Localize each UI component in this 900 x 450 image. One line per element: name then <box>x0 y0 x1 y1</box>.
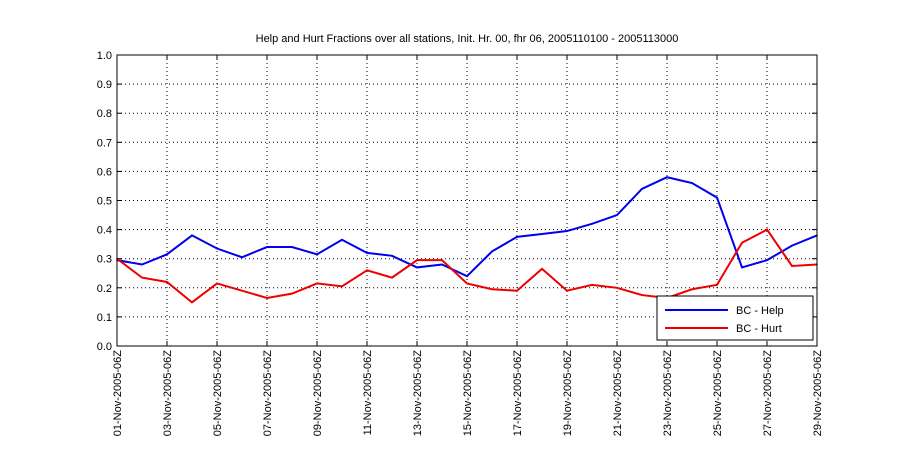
data-point <box>566 230 568 232</box>
y-tick-label: 0.1 <box>97 312 112 324</box>
data-point <box>691 288 693 291</box>
series-line-help <box>116 176 818 278</box>
data-point <box>741 266 743 269</box>
data-point <box>416 266 418 269</box>
data-point <box>391 254 393 257</box>
x-tick-label: 29-Nov-2005-06Z <box>812 350 824 436</box>
y-tick-label: 0.8 <box>97 108 112 120</box>
x-tick-label: 13-Nov-2005-06Z <box>412 350 424 436</box>
x-tick-label: 27-Nov-2005-06Z <box>762 350 774 436</box>
data-point <box>441 263 443 266</box>
x-tick-label: 17-Nov-2005-06Z <box>512 350 524 436</box>
data-point <box>766 228 768 231</box>
x-tick-label: 07-Nov-2005-06Z <box>262 350 274 436</box>
y-tick-label: 0.0 <box>97 341 112 353</box>
legend-label: BC - Hurt <box>736 323 782 335</box>
data-point <box>191 301 193 304</box>
data-point <box>591 284 593 286</box>
y-tick-label: 0.3 <box>97 254 112 266</box>
data-point <box>341 238 343 241</box>
x-tick-label: 21-Nov-2005-06Z <box>612 350 624 436</box>
data-point <box>616 287 618 289</box>
data-point <box>266 297 268 299</box>
data-point <box>141 263 143 266</box>
data-point <box>766 259 768 261</box>
y-tick-label: 0.2 <box>97 283 112 295</box>
data-point <box>191 234 193 237</box>
data-point <box>366 269 368 272</box>
data-point <box>591 222 593 225</box>
data-point <box>441 259 443 261</box>
data-point <box>616 214 618 216</box>
y-tick-label: 0.4 <box>97 225 112 237</box>
x-tick-label: 05-Nov-2005-06Z <box>212 350 224 436</box>
y-tick-label: 0.7 <box>97 137 112 149</box>
y-tick-label: 0.9 <box>97 79 112 91</box>
x-tick-label: 11-Nov-2005-06Z <box>362 350 374 436</box>
data-point <box>341 285 343 288</box>
data-point <box>166 281 168 283</box>
legend: BC - Help BC - Hurt <box>656 295 814 341</box>
x-tick-label: 23-Nov-2005-06Z <box>662 350 674 436</box>
data-point <box>291 246 293 248</box>
data-point <box>291 292 293 295</box>
y-tick-label: 1.0 <box>97 50 112 62</box>
x-tick-label: 09-Nov-2005-06Z <box>312 350 324 436</box>
data-point <box>216 247 218 250</box>
data-point <box>791 244 793 247</box>
data-point <box>741 241 743 244</box>
x-tick-label: 01-Nov-2005-06Z <box>112 350 124 436</box>
data-point <box>541 268 543 270</box>
data-point <box>316 253 318 256</box>
data-point <box>516 236 518 238</box>
x-tick-label: 03-Nov-2005-06Z <box>162 350 174 436</box>
legend-label: BC - Help <box>736 305 784 317</box>
data-point <box>416 259 418 261</box>
data-point <box>666 176 668 179</box>
data-point <box>466 282 468 285</box>
data-point <box>216 282 218 285</box>
data-point <box>491 288 493 291</box>
data-point <box>141 276 143 279</box>
data-point <box>466 275 468 277</box>
data-point <box>691 182 693 184</box>
y-tick-label: 0.5 <box>97 196 112 208</box>
data-point <box>516 289 518 292</box>
data-point <box>491 250 493 253</box>
x-tick-label: 19-Nov-2005-06Z <box>562 350 574 436</box>
legend-box <box>656 295 814 341</box>
x-tick-label: 15-Nov-2005-06Z <box>462 350 474 436</box>
data-point <box>316 282 318 285</box>
data-point <box>641 294 643 296</box>
data-point <box>366 252 368 254</box>
data-point <box>641 188 643 190</box>
data-point <box>241 256 243 259</box>
data-point <box>266 246 268 248</box>
data-point <box>166 253 168 256</box>
chart-title: Help and Hurt Fractions over all station… <box>256 33 679 45</box>
data-point <box>541 233 543 235</box>
data-point <box>716 196 718 199</box>
data-point <box>716 284 718 286</box>
y-tick-label: 0.6 <box>97 166 112 178</box>
data-point <box>241 289 243 292</box>
data-point <box>391 276 393 279</box>
x-tick-label: 25-Nov-2005-06Z <box>712 350 724 436</box>
data-point <box>791 265 793 267</box>
data-point <box>566 289 568 292</box>
